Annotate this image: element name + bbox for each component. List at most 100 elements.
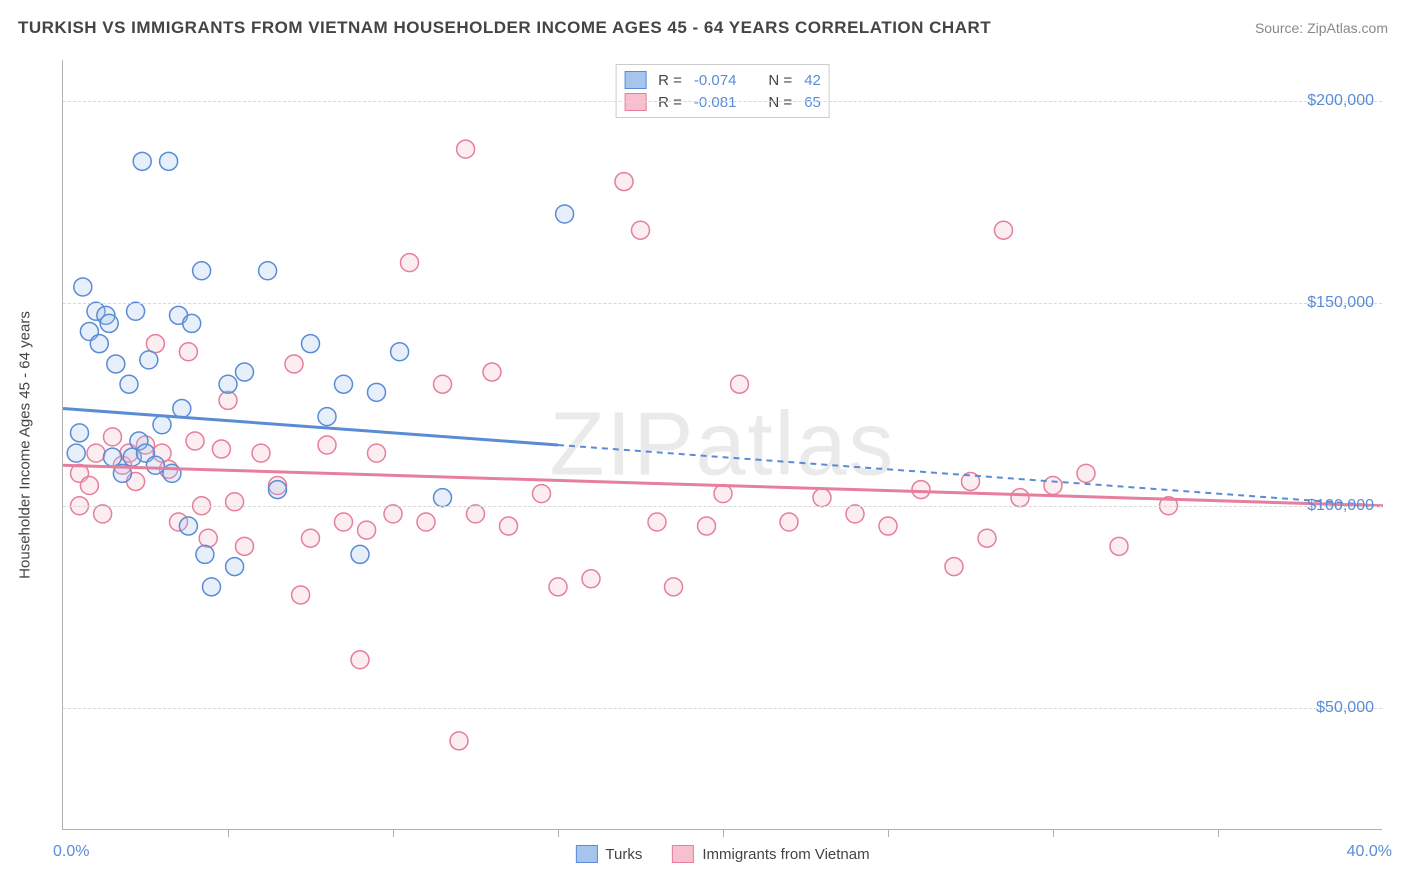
scatter-point	[104, 448, 122, 466]
scatter-point	[285, 355, 303, 373]
gridline-h	[63, 303, 1382, 304]
chart-svg	[63, 60, 1383, 830]
scatter-point	[179, 517, 197, 535]
scatter-point	[417, 513, 435, 531]
scatter-point	[71, 424, 89, 442]
scatter-point	[335, 513, 353, 531]
swatch-vietnam	[624, 93, 646, 111]
scatter-point	[368, 444, 386, 462]
scatter-point	[133, 152, 151, 170]
scatter-point	[269, 481, 287, 499]
legend-label-vietnam: Immigrants from Vietnam	[702, 846, 869, 863]
scatter-point	[335, 375, 353, 393]
scatter-point	[179, 343, 197, 361]
scatter-point	[318, 408, 336, 426]
x-tick	[723, 829, 724, 837]
scatter-point	[879, 517, 897, 535]
scatter-point	[94, 505, 112, 523]
x-tick	[1053, 829, 1054, 837]
scatter-point	[912, 481, 930, 499]
n-label: N =	[768, 94, 792, 111]
scatter-point	[549, 578, 567, 596]
scatter-point	[226, 558, 244, 576]
correlation-row-vietnam: R = -0.081 N = 65	[624, 91, 821, 113]
scatter-point	[648, 513, 666, 531]
scatter-point	[146, 335, 164, 353]
scatter-point	[193, 262, 211, 280]
y-axis-title: Householder Income Ages 45 - 64 years	[17, 311, 34, 579]
scatter-point	[483, 363, 501, 381]
scatter-point	[219, 375, 237, 393]
scatter-point	[384, 505, 402, 523]
r-label: R =	[658, 72, 682, 89]
scatter-point	[107, 355, 125, 373]
r-value-vietnam: -0.081	[694, 94, 737, 111]
scatter-point	[199, 529, 217, 547]
x-tick	[228, 829, 229, 837]
scatter-point	[401, 254, 419, 272]
scatter-point	[533, 485, 551, 503]
scatter-point	[67, 444, 85, 462]
scatter-point	[556, 205, 574, 223]
n-label: N =	[768, 72, 792, 89]
scatter-point	[358, 521, 376, 539]
scatter-point	[582, 570, 600, 588]
scatter-point	[236, 537, 254, 555]
series-legend: Turks Immigrants from Vietnam	[575, 845, 869, 863]
scatter-point	[74, 278, 92, 296]
scatter-point	[302, 529, 320, 547]
x-tick	[888, 829, 889, 837]
scatter-point	[104, 428, 122, 446]
title-bar: TURKISH VS IMMIGRANTS FROM VIETNAM HOUSE…	[18, 18, 1388, 38]
swatch-turks	[575, 845, 597, 863]
gridline-h	[63, 101, 1382, 102]
scatter-point	[226, 493, 244, 511]
scatter-point	[318, 436, 336, 454]
correlation-legend: R = -0.074 N = 42 R = -0.081 N = 65	[615, 64, 830, 118]
scatter-point	[203, 578, 221, 596]
scatter-point	[1011, 489, 1029, 507]
scatter-point	[259, 262, 277, 280]
x-tick	[1218, 829, 1219, 837]
scatter-point	[146, 456, 164, 474]
scatter-point	[391, 343, 409, 361]
scatter-point	[153, 416, 171, 434]
scatter-point	[945, 558, 963, 576]
scatter-point	[140, 351, 158, 369]
scatter-point	[632, 221, 650, 239]
gridline-h	[63, 506, 1382, 507]
scatter-point	[615, 173, 633, 191]
scatter-point	[731, 375, 749, 393]
scatter-point	[186, 432, 204, 450]
scatter-point	[978, 529, 996, 547]
r-label: R =	[658, 94, 682, 111]
scatter-point	[183, 314, 201, 332]
scatter-point	[173, 400, 191, 418]
x-tick	[558, 829, 559, 837]
scatter-point	[457, 140, 475, 158]
scatter-point	[434, 375, 452, 393]
scatter-point	[995, 221, 1013, 239]
r-value-turks: -0.074	[694, 72, 737, 89]
n-value-turks: 42	[804, 72, 821, 89]
legend-item-vietnam: Immigrants from Vietnam	[672, 845, 869, 863]
scatter-point	[87, 444, 105, 462]
scatter-point	[500, 517, 518, 535]
scatter-point	[846, 505, 864, 523]
x-tick	[393, 829, 394, 837]
correlation-row-turks: R = -0.074 N = 42	[624, 69, 821, 91]
scatter-point	[368, 383, 386, 401]
gridline-h	[63, 708, 1382, 709]
chart-title: TURKISH VS IMMIGRANTS FROM VIETNAM HOUSE…	[18, 18, 991, 38]
scatter-point	[665, 578, 683, 596]
scatter-point	[1110, 537, 1128, 555]
scatter-point	[212, 440, 230, 458]
scatter-point	[714, 485, 732, 503]
y-tick-label: $50,000	[1316, 699, 1374, 717]
scatter-point	[302, 335, 320, 353]
x-axis-min-label: 0.0%	[53, 843, 89, 861]
scatter-point	[127, 302, 145, 320]
scatter-point	[90, 335, 108, 353]
scatter-point	[252, 444, 270, 462]
scatter-point	[1044, 477, 1062, 495]
